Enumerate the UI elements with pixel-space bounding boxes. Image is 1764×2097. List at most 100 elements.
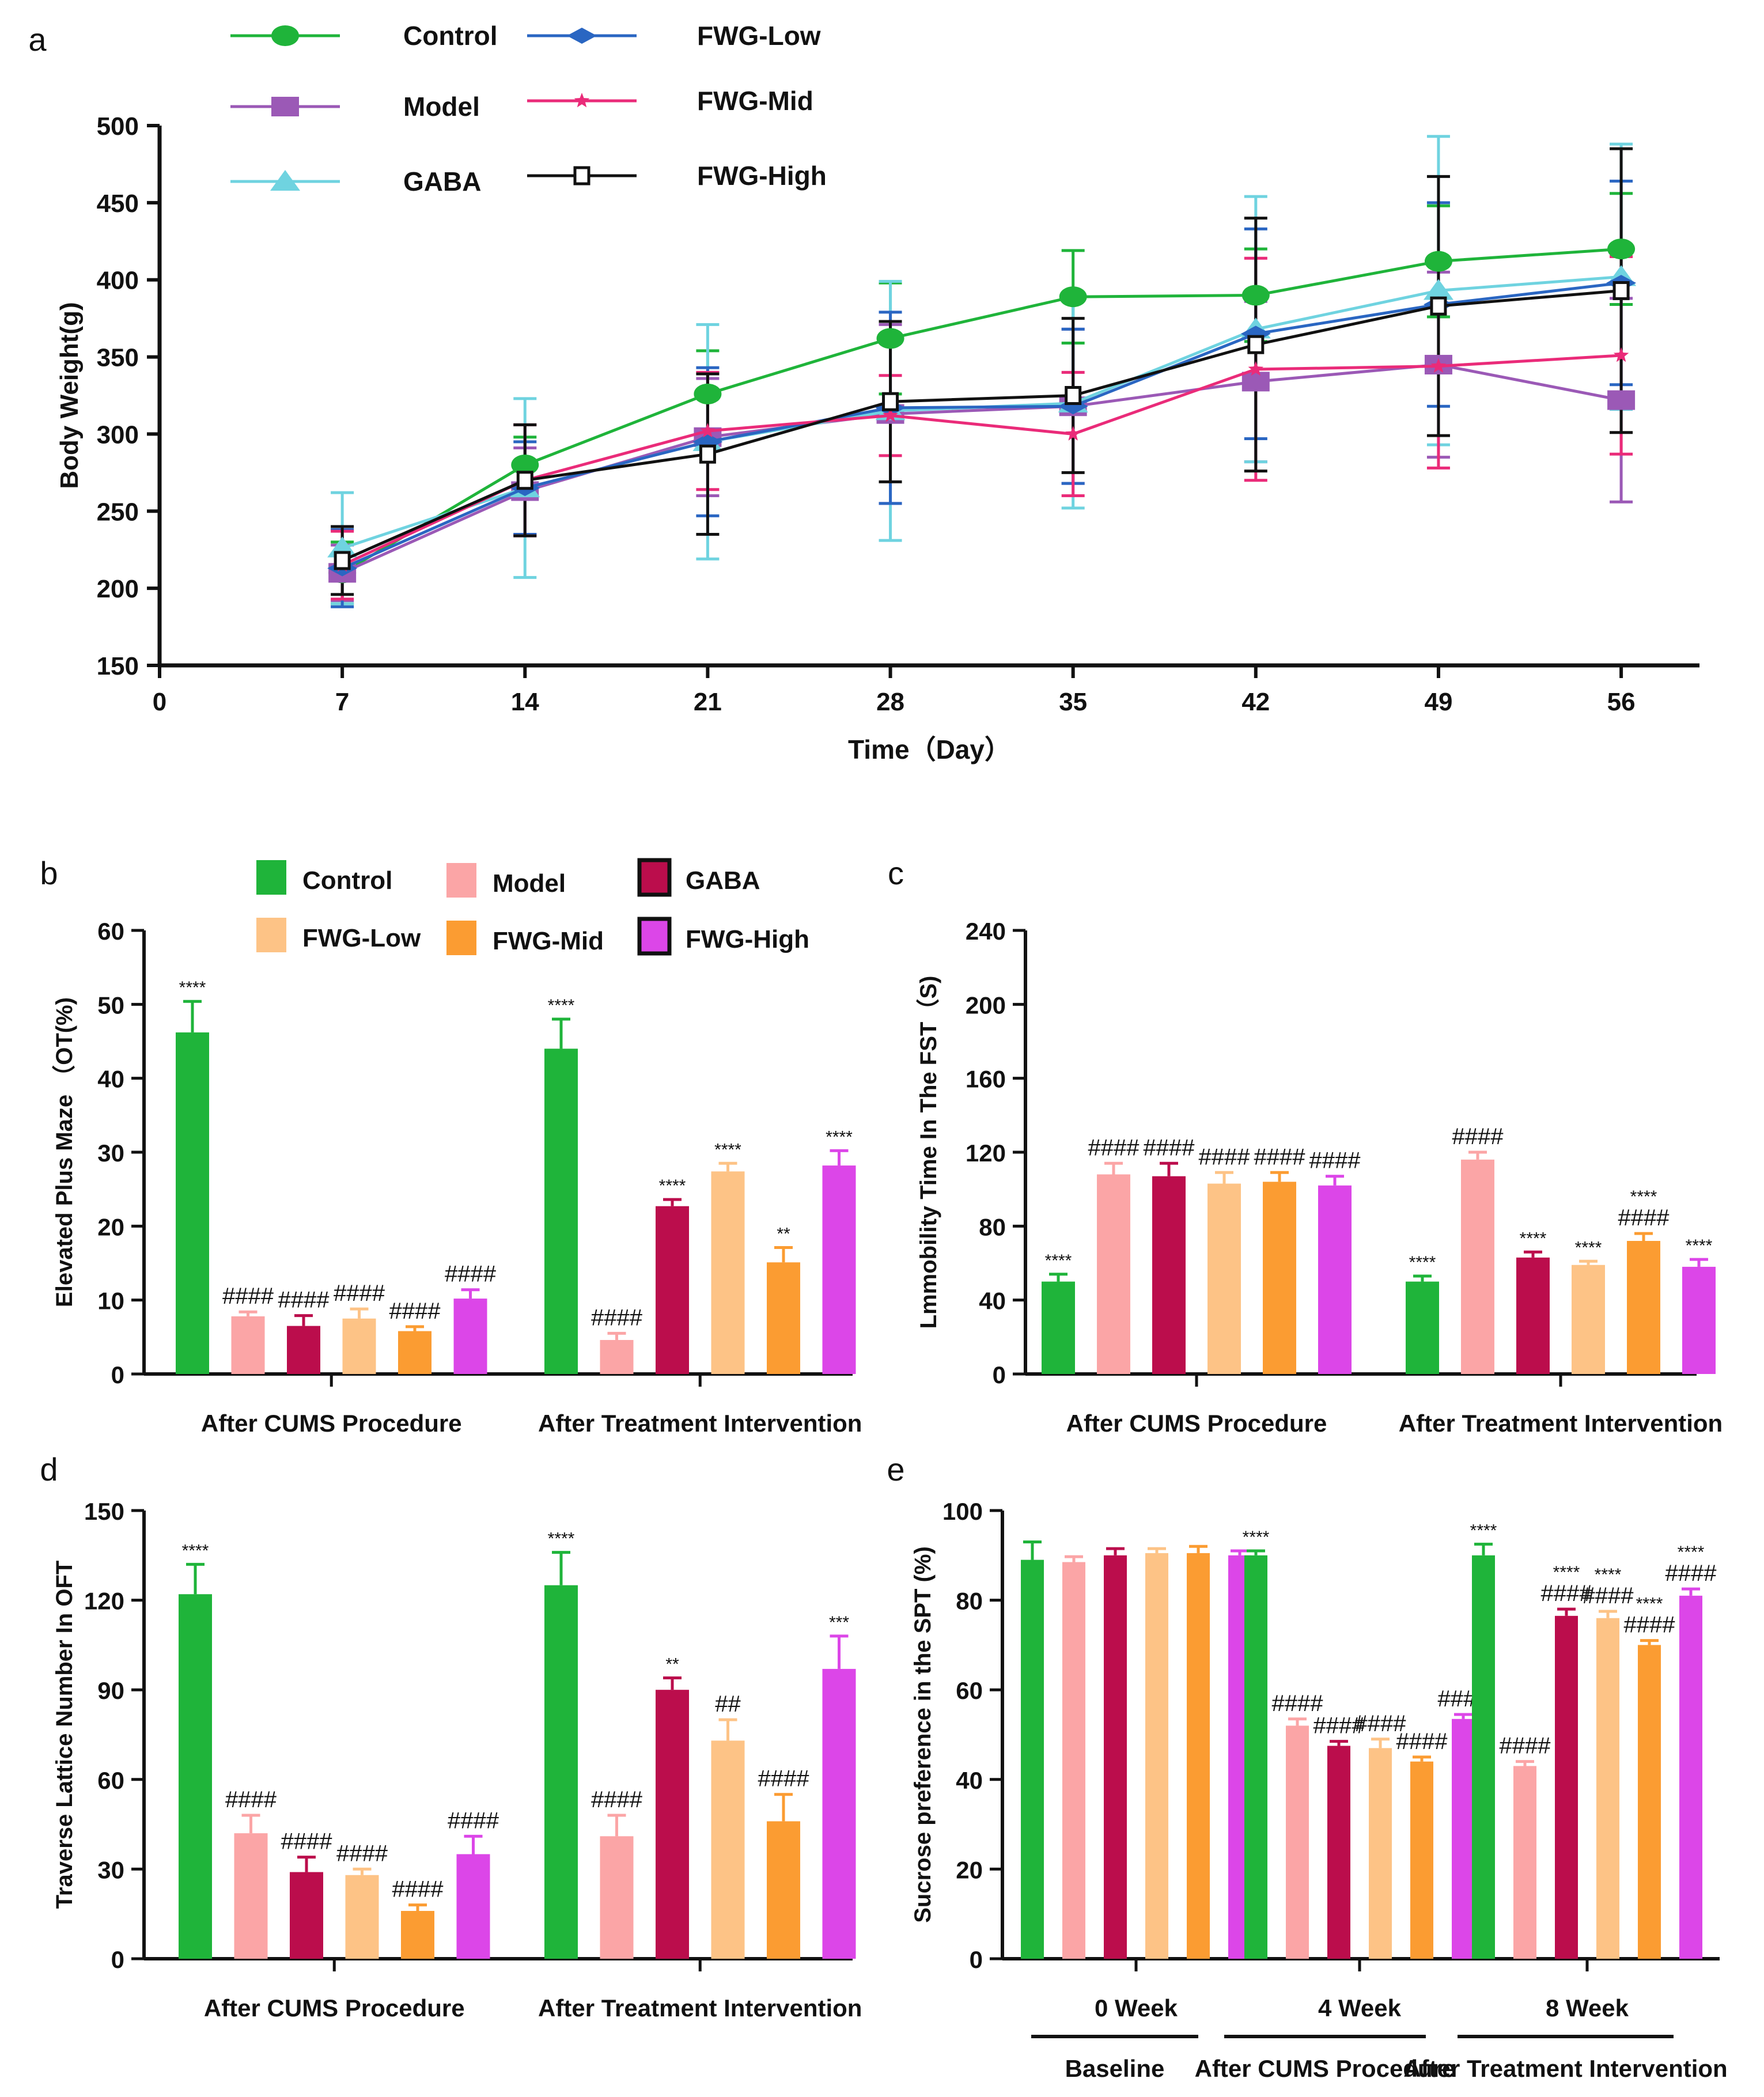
bar-FWG-Mid xyxy=(1187,1553,1210,1959)
legend-label-Model: Model xyxy=(493,869,566,898)
legend-label-FWG-High: FWG-High xyxy=(697,161,827,191)
bar-GABA xyxy=(1555,1615,1578,1959)
significance-label: #### xyxy=(1272,1691,1324,1716)
x-tick-label: 0 xyxy=(153,688,166,716)
x-tick-label: 42 xyxy=(1241,688,1270,716)
bar-Control xyxy=(544,1585,578,1959)
legend-label-Control: Control xyxy=(403,21,498,51)
bar-Control xyxy=(1244,1555,1267,1959)
series-line-Control xyxy=(341,247,1622,574)
phase-label: After Treatment Intervention xyxy=(1403,2055,1727,2082)
y-axis-title: Body Weight(g) xyxy=(55,302,84,489)
y-tick-label: 50 xyxy=(97,991,124,1019)
data-point-Control xyxy=(1241,285,1270,306)
significance-label: #### xyxy=(334,1281,385,1306)
panel-letter-c: c xyxy=(888,855,904,891)
significance-label: **** xyxy=(548,996,575,1015)
x-group-label: 0 Week xyxy=(1095,1994,1178,2022)
bar-GABA xyxy=(1516,1257,1550,1374)
significance-label: **** xyxy=(1243,1528,1270,1547)
y-axis-title: Lmmobility Time In The FST（S) xyxy=(916,976,941,1329)
bar-FWG-Mid xyxy=(1627,1241,1660,1374)
y-tick-label: 150 xyxy=(97,652,139,680)
y-tick-label: 100 xyxy=(942,1498,983,1525)
legend-b: Control Model GABA FWG-Low FWG-Mid FWG-High xyxy=(256,858,809,956)
data-point-Control xyxy=(1424,251,1452,272)
data-point-Control xyxy=(694,383,722,404)
significance-label: #### xyxy=(1144,1135,1195,1160)
bar-Control xyxy=(179,1594,212,1959)
bar-FWG-Low xyxy=(1572,1265,1605,1374)
y-tick-label: 90 xyxy=(97,1677,124,1704)
data-point-Model xyxy=(1607,390,1636,410)
significance-label: **** xyxy=(1686,1236,1713,1255)
legend-label-FWG-Mid: FWG-Mid xyxy=(493,927,604,955)
chart-c: 0 40 80 120 160 200 240 Lmmobility Time In The … xyxy=(916,918,1723,1437)
significance-label: **** xyxy=(1045,1251,1072,1270)
x-tick-label: 49 xyxy=(1424,688,1452,716)
legend-a: Control FWG-Low Model FWG-Mid GABA FWG-High xyxy=(230,21,827,196)
significance-label: #### xyxy=(591,1787,643,1812)
significance-label: #### xyxy=(1088,1135,1140,1160)
legend-marker-FWG-High xyxy=(573,166,590,186)
significance-label: #### xyxy=(1452,1124,1504,1149)
bar-Control xyxy=(1042,1281,1075,1374)
bar-FWG-Low xyxy=(342,1318,376,1374)
x-group-label: After Treatment Intervention xyxy=(538,1410,862,1437)
significance-label: #### xyxy=(1541,1581,1593,1606)
y-tick-label: 450 xyxy=(97,190,139,218)
y-axis-title: Sucrose preference in the SPT (%) xyxy=(910,1546,936,1923)
y-tick-label: 500 xyxy=(97,112,139,141)
significance-label: ** xyxy=(777,1225,790,1244)
data-point-Control xyxy=(1059,286,1087,308)
series-line-FWG-Mid xyxy=(342,354,1622,567)
bar-GABA xyxy=(656,1690,689,1959)
significance-label: #### xyxy=(1254,1144,1306,1169)
y-tick-label: 200 xyxy=(97,575,139,603)
data-point-FWG-Mid xyxy=(700,423,716,438)
y-tick-label: 80 xyxy=(979,1213,1006,1240)
y-tick-label: 80 xyxy=(956,1588,983,1615)
data-point-Model xyxy=(1241,372,1270,392)
x-group-label: After CUMS Procedure xyxy=(201,1410,462,1437)
panel-letter-a: a xyxy=(28,21,47,58)
data-point-FWG-Mid xyxy=(1248,361,1264,376)
y-tick-label: 0 xyxy=(970,1946,983,1973)
y-tick-label: 200 xyxy=(966,991,1006,1019)
data-point-FWG-High xyxy=(699,444,716,464)
legend-marker-Model xyxy=(271,97,299,116)
chart-a: 150 200 250 300 350 400 450 500 0 7 14 21 28 35 42 49 56… xyxy=(55,112,1699,764)
significance-label: **** xyxy=(1595,1565,1622,1584)
significance-label: #### xyxy=(1355,1711,1407,1736)
bar-Model xyxy=(1513,1766,1536,1959)
x-group-label: After CUMS Procedure xyxy=(1066,1410,1327,1437)
y-tick-label: 160 xyxy=(966,1066,1006,1093)
significance-label: **** xyxy=(1575,1238,1602,1257)
bar-Model xyxy=(1062,1562,1085,1959)
significance-label: **** xyxy=(826,1127,853,1146)
x-group-label: After Treatment Intervention xyxy=(538,1994,862,2022)
x-tick-label: 14 xyxy=(511,688,539,716)
significance-label: **** xyxy=(1520,1229,1547,1248)
data-point-FWG-High xyxy=(334,551,351,570)
significance-label: #### xyxy=(591,1305,643,1330)
significance-label: #### xyxy=(1396,1729,1448,1754)
significance-label: #### xyxy=(389,1299,441,1324)
data-point-FWG-High xyxy=(1065,386,1082,405)
bar-Control xyxy=(544,1048,578,1374)
bar-Model xyxy=(1097,1174,1130,1374)
significance-label: #### xyxy=(1624,1613,1676,1638)
y-tick-label: 0 xyxy=(111,1361,124,1388)
bar-Control xyxy=(176,1032,209,1374)
bar-FWG-Low xyxy=(1369,1748,1392,1959)
data-point-FWG-Mid xyxy=(1613,347,1629,362)
significance-label: **** xyxy=(659,1176,686,1195)
y-tick-label: 40 xyxy=(97,1066,124,1093)
x-tick-label: 21 xyxy=(694,688,722,716)
significance-label: *** xyxy=(829,1613,849,1632)
bar-GABA xyxy=(656,1206,689,1374)
y-axis-title: Elevated Plus Maze （OT(%) xyxy=(52,997,77,1307)
legend-marker-Control xyxy=(271,25,299,46)
